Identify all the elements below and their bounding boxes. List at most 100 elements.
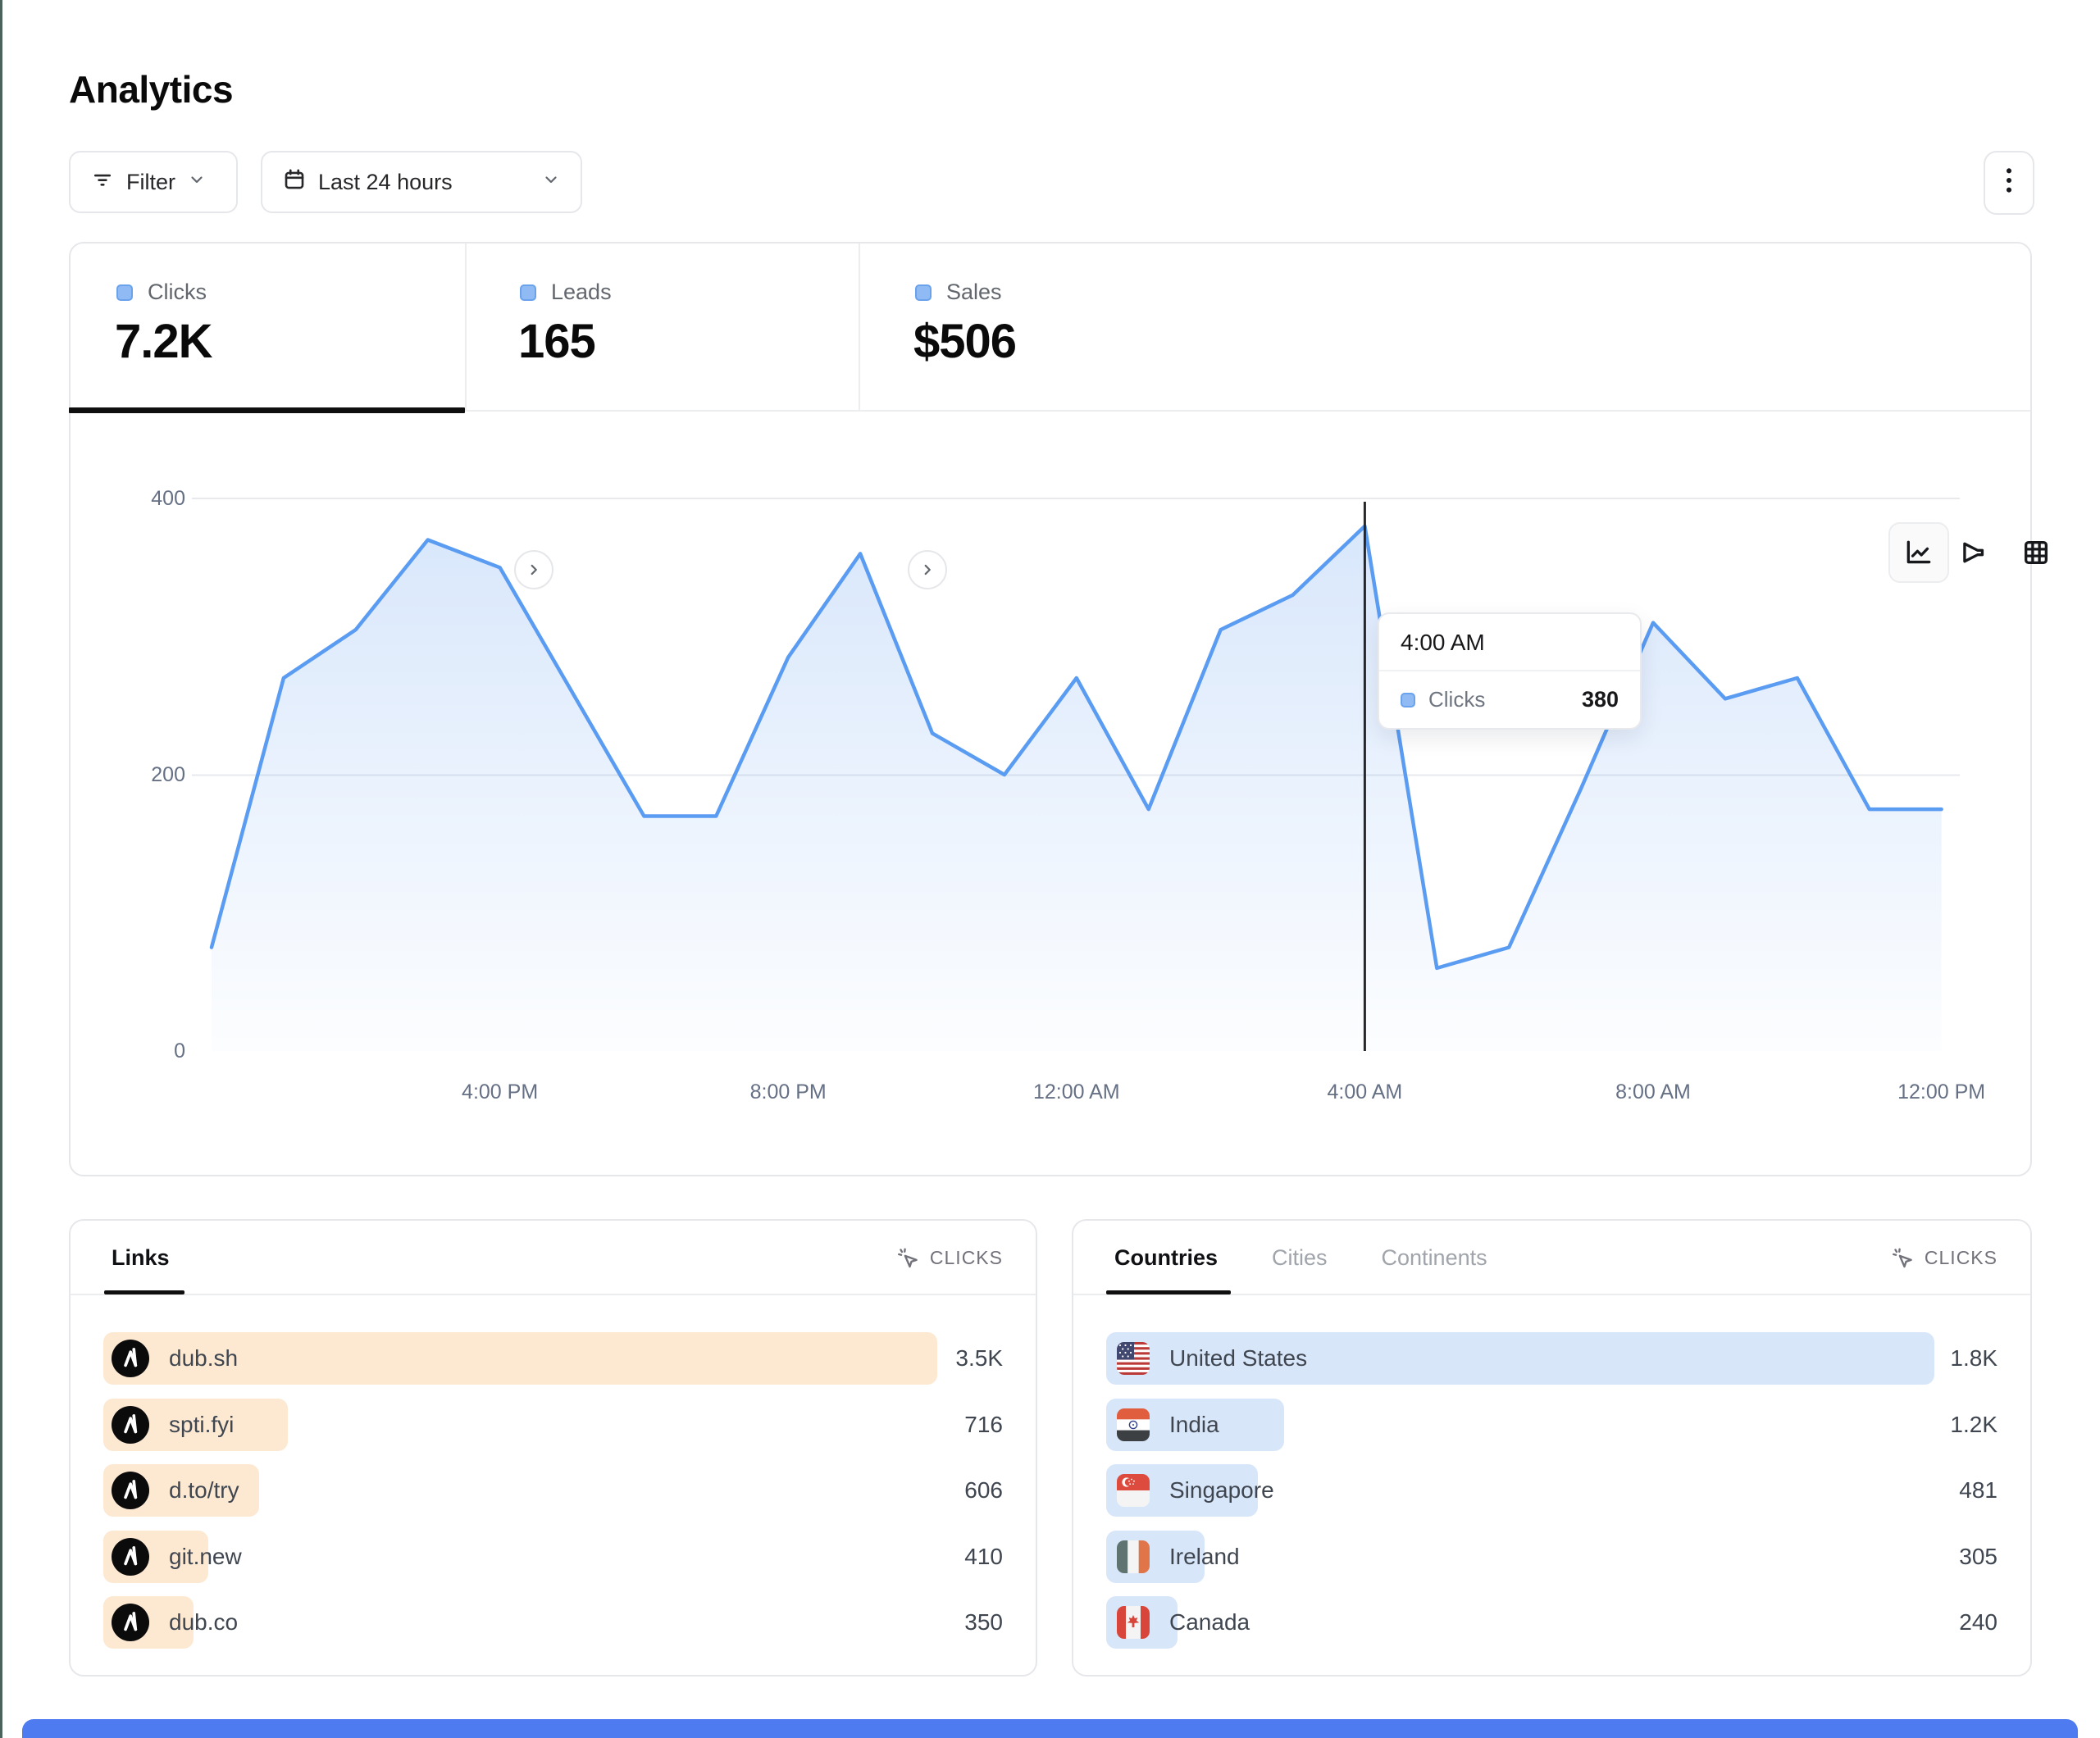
tab-leads[interactable]: Leads 165 bbox=[518, 243, 848, 412]
country-clicks-value: 1.8K bbox=[1950, 1345, 1998, 1371]
link-label: git.new bbox=[169, 1543, 242, 1569]
dub-logo-icon bbox=[112, 1604, 149, 1641]
date-range-label: Last 24 hours bbox=[318, 169, 453, 194]
link-clicks-value: 410 bbox=[964, 1543, 1003, 1569]
clicks-metric-square-icon bbox=[1401, 692, 1415, 707]
cursor-click-icon bbox=[897, 1248, 918, 1267]
link-label: dub.sh bbox=[169, 1345, 239, 1371]
link-row[interactable]: dub.sh 3.5K bbox=[103, 1332, 1003, 1385]
more-options-button[interactable] bbox=[1984, 151, 2034, 215]
country-row[interactable]: United States 1.8K bbox=[1106, 1332, 1998, 1385]
cursor-click-icon bbox=[1892, 1248, 1912, 1267]
tab-continents[interactable]: Continents bbox=[1381, 1245, 1487, 1270]
links-metric-selector[interactable]: CLICKS bbox=[895, 1221, 1003, 1295]
link-row[interactable]: spti.fyi 716 bbox=[103, 1398, 1003, 1451]
country-row[interactable]: Canada 240 bbox=[1106, 1596, 1998, 1649]
tab-links[interactable]: Links bbox=[112, 1245, 170, 1270]
tooltip-time: 4:00 AM bbox=[1379, 614, 1640, 671]
countries-metric-selector[interactable]: CLICKS bbox=[1890, 1221, 1998, 1295]
dub-logo-icon bbox=[112, 1472, 149, 1509]
filter-button[interactable]: Filter bbox=[69, 151, 238, 213]
page-title: Analytics bbox=[69, 68, 234, 111]
country-label: Singapore bbox=[1169, 1477, 1274, 1503]
clicks-value: 7.2K bbox=[115, 315, 213, 368]
tab-sales[interactable]: Sales $506 bbox=[913, 243, 1243, 412]
link-clicks-value: 3.5K bbox=[955, 1345, 1003, 1371]
sales-value: $506 bbox=[913, 315, 1017, 368]
country-label: Ireland bbox=[1169, 1543, 1240, 1569]
tab-cities[interactable]: Cities bbox=[1272, 1245, 1328, 1270]
filter-icon bbox=[90, 167, 115, 198]
country-row[interactable]: India 1.2K bbox=[1106, 1398, 1998, 1451]
country-clicks-value: 305 bbox=[1959, 1543, 1998, 1569]
chevron-down-icon bbox=[187, 170, 207, 195]
tooltip-value: 380 bbox=[1581, 687, 1619, 712]
singapore-flag-icon bbox=[1117, 1474, 1150, 1507]
calendar-icon bbox=[282, 167, 307, 198]
chevron-down-icon bbox=[541, 170, 561, 195]
country-clicks-value: 1.2K bbox=[1950, 1411, 1998, 1437]
active-tab-underline bbox=[69, 407, 465, 413]
links-panel-header: Links CLICKS bbox=[71, 1221, 1036, 1295]
dub-logo-icon bbox=[112, 1340, 149, 1377]
x-axis-tick: 8:00 PM bbox=[749, 1081, 827, 1103]
country-row[interactable]: Ireland 305 bbox=[1106, 1530, 1998, 1583]
y-axis-tick-0: 0 bbox=[174, 1040, 185, 1062]
link-row[interactable]: dub.co 350 bbox=[103, 1596, 1003, 1649]
table-view-button[interactable] bbox=[2019, 536, 2053, 569]
grid-table-icon bbox=[2024, 540, 2048, 565]
filter-button-label: Filter bbox=[126, 169, 175, 194]
window-edge-strip bbox=[0, 0, 2, 1738]
line-chart-icon bbox=[1906, 540, 1931, 564]
funnel-icon bbox=[1963, 542, 1984, 563]
country-label: Canada bbox=[1169, 1609, 1250, 1635]
tab-countries[interactable]: Countries bbox=[1114, 1245, 1219, 1270]
india-flag-icon bbox=[1117, 1408, 1150, 1441]
links-panel: Links CLICKS dub.sh 3.5K spti bbox=[69, 1219, 1037, 1677]
funnel-view-button[interactable] bbox=[1956, 536, 1992, 569]
expand-clicks-chevron-button[interactable] bbox=[514, 550, 553, 589]
leads-label: Leads bbox=[551, 280, 612, 304]
stats-divider bbox=[465, 243, 467, 412]
link-clicks-value: 716 bbox=[964, 1411, 1003, 1437]
analytics-chart-card: Clicks 7.2K Leads 165 Sales $506 bbox=[69, 242, 2048, 1176]
link-label: d.to/try bbox=[169, 1477, 239, 1503]
clicks-label: Clicks bbox=[148, 280, 207, 304]
leads-value: 165 bbox=[518, 315, 596, 368]
x-axis-tick: 12:00 PM bbox=[1897, 1081, 1986, 1103]
leads-metric-square-icon bbox=[520, 284, 536, 301]
link-row[interactable]: git.new 410 bbox=[103, 1530, 1003, 1583]
link-row[interactable]: d.to/try 606 bbox=[103, 1464, 1003, 1517]
active-tab-underline bbox=[104, 1290, 184, 1294]
line-chart-view-button[interactable] bbox=[1888, 522, 1949, 583]
link-clicks-value: 350 bbox=[964, 1609, 1003, 1635]
stats-divider bbox=[859, 243, 860, 412]
country-clicks-value: 481 bbox=[1959, 1477, 1998, 1503]
dub-logo-icon bbox=[112, 1405, 149, 1444]
links-metric-label: CLICKS bbox=[929, 1247, 1003, 1268]
kebab-menu-icon bbox=[1998, 164, 2020, 202]
x-axis-tick: 8:00 AM bbox=[1615, 1081, 1691, 1103]
x-axis-tick: 4:00 PM bbox=[462, 1081, 539, 1103]
united-states-flag-icon bbox=[1117, 1342, 1150, 1375]
bottom-banner-edge[interactable] bbox=[22, 1719, 2078, 1738]
link-bar bbox=[103, 1332, 937, 1385]
countries-panel: Countries Cities Continents CLICKS Unite… bbox=[1072, 1219, 2032, 1677]
tab-clicks[interactable]: Clicks 7.2K bbox=[115, 243, 461, 412]
country-label: India bbox=[1169, 1411, 1219, 1437]
chevron-right-icon bbox=[531, 564, 537, 576]
stats-row: Clicks 7.2K Leads 165 Sales $506 bbox=[69, 243, 2030, 413]
dub-logo-icon bbox=[112, 1537, 149, 1576]
countries-panel-header: Countries Cities Continents CLICKS bbox=[1073, 1221, 2030, 1295]
country-row[interactable]: Singapore 481 bbox=[1106, 1464, 1998, 1517]
y-axis-tick-400: 400 bbox=[151, 487, 185, 510]
x-axis-tick: 12:00 AM bbox=[1032, 1081, 1120, 1103]
expand-leads-chevron-button[interactable] bbox=[908, 550, 947, 589]
y-axis-tick-200: 200 bbox=[151, 763, 185, 786]
date-range-button[interactable]: Last 24 hours bbox=[261, 151, 582, 213]
ireland-flag-icon bbox=[1117, 1540, 1150, 1573]
link-label: dub.co bbox=[169, 1609, 239, 1635]
x-axis-tick: 4:00 AM bbox=[1327, 1081, 1403, 1103]
sales-label: Sales bbox=[946, 280, 1002, 304]
